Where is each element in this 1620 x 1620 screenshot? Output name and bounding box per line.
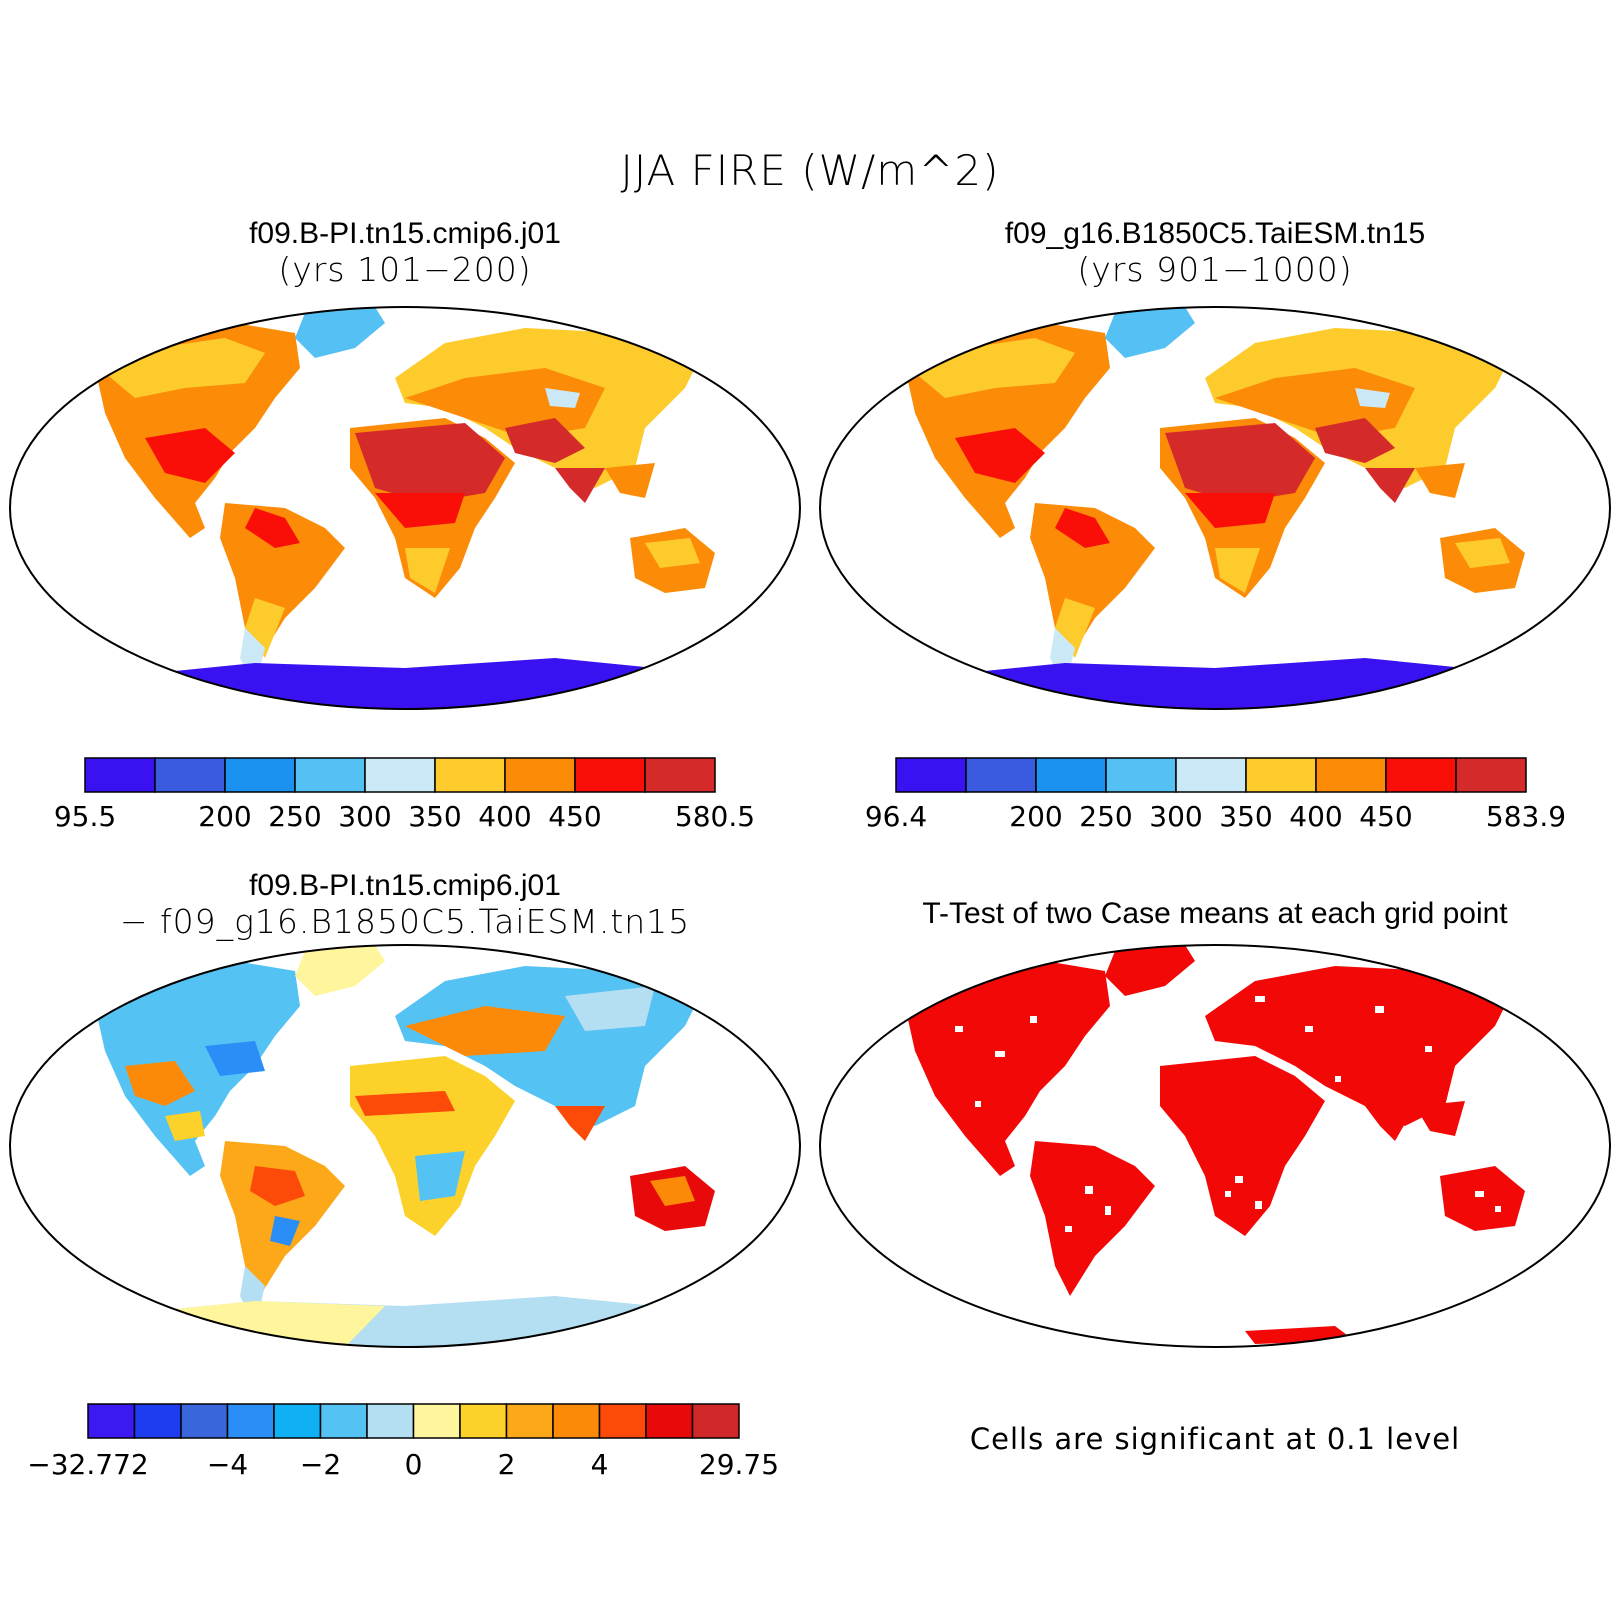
colorbar-label: 350 bbox=[408, 800, 461, 833]
colorbar-label: 96.4 bbox=[865, 800, 927, 833]
significance-note: Cells are significant at 0.1 level bbox=[969, 1422, 1461, 1456]
colorbar-label: 583.9 bbox=[1486, 800, 1566, 833]
panel3-title-line1: f09.B-PI.tn15.cmip6.j01 bbox=[249, 869, 561, 902]
colorbar-label: 250 bbox=[268, 800, 321, 833]
colorbar-box bbox=[180, 1403, 229, 1439]
map-panel4-ttest bbox=[819, 944, 1611, 1348]
colorbar-label: 400 bbox=[1289, 800, 1342, 833]
map-boundary bbox=[9, 306, 801, 710]
colorbar-box bbox=[154, 757, 226, 793]
main-title: JJA FIRE (W/m^2) bbox=[620, 146, 1000, 195]
colorbar-label: −32.772 bbox=[27, 1448, 148, 1481]
colorbar-box bbox=[133, 1403, 182, 1439]
colorbar-box bbox=[691, 1403, 740, 1439]
colorbar-box bbox=[366, 1403, 415, 1439]
colorbar-label: 450 bbox=[548, 800, 601, 833]
colorbar-box bbox=[434, 757, 506, 793]
colorbar-box bbox=[504, 757, 576, 793]
colorbar-box bbox=[294, 757, 366, 793]
colorbar-box bbox=[895, 757, 967, 793]
panel1-title: f09.B-PI.tn15.cmip6.j01 (yrs 101−200) bbox=[10, 216, 800, 288]
colorbar-box bbox=[1105, 757, 1177, 793]
colorbar-panel3: −32.772 −4 −2 0 2 4 29.75 bbox=[27, 1403, 779, 1481]
colorbar-label: 350 bbox=[1219, 800, 1272, 833]
colorbar-box bbox=[1455, 757, 1527, 793]
colorbar-label: 0 bbox=[405, 1448, 423, 1481]
colorbar-panel1: 95.5 200 250 300 350 400 450 580.5 bbox=[54, 757, 755, 833]
colorbar-label: 250 bbox=[1079, 800, 1132, 833]
map-panel3-difference bbox=[9, 944, 801, 1348]
colorbar-label: 400 bbox=[478, 800, 531, 833]
colorbar-box bbox=[644, 757, 716, 793]
antarctica bbox=[10, 658, 800, 709]
colorbar-box bbox=[1245, 757, 1317, 793]
colorbar-box bbox=[1315, 757, 1387, 793]
colorbar-label: 2 bbox=[498, 1448, 516, 1481]
panel3-title: f09.B-PI.tn15.cmip6.j01 − f09_g16.B1850C… bbox=[10, 868, 800, 940]
colorbar-box bbox=[1385, 757, 1457, 793]
panel3-title-line2: − f09_g16.B1850C5.TaiESM.tn15 bbox=[119, 902, 691, 941]
colorbar-panel2: 96.4 200 250 300 350 400 450 583.9 bbox=[865, 757, 1566, 833]
colorbar-label: −2 bbox=[300, 1448, 341, 1481]
colorbar-box bbox=[224, 757, 296, 793]
colorbar-box bbox=[1035, 757, 1107, 793]
colorbar-label: 580.5 bbox=[675, 800, 755, 833]
colorbar-label: 300 bbox=[1149, 800, 1202, 833]
colorbar-box bbox=[598, 1403, 647, 1439]
colorbar-label: 200 bbox=[198, 800, 251, 833]
colorbar-box bbox=[965, 757, 1037, 793]
colorbar-label: 95.5 bbox=[54, 800, 116, 833]
colorbar-box bbox=[87, 1403, 136, 1439]
colorbar-label: 29.75 bbox=[699, 1448, 779, 1481]
map-panel2 bbox=[819, 306, 1611, 710]
panel1-title-line1: f09.B-PI.tn15.cmip6.j01 bbox=[249, 217, 561, 250]
colorbar-label: 4 bbox=[591, 1448, 609, 1481]
colorbar-box bbox=[364, 757, 436, 793]
colorbar-box bbox=[412, 1403, 461, 1439]
panel4-title: T-Test of two Case means at each grid po… bbox=[820, 896, 1610, 932]
colorbar-box bbox=[319, 1403, 368, 1439]
greenland bbox=[295, 307, 385, 358]
colorbar-box bbox=[459, 1403, 508, 1439]
map-panel1 bbox=[9, 306, 801, 710]
panel2-title: f09_g16.B1850C5.TaiESM.tn15 (yrs 901−100… bbox=[820, 216, 1610, 288]
colorbar-box bbox=[226, 1403, 275, 1439]
colorbar-label: 200 bbox=[1009, 800, 1062, 833]
colorbar-box bbox=[1175, 757, 1247, 793]
colorbar-box bbox=[505, 1403, 554, 1439]
panel1-title-line2: (yrs 101−200) bbox=[278, 250, 532, 289]
colorbar-label: 450 bbox=[1359, 800, 1412, 833]
colorbar-box bbox=[273, 1403, 322, 1439]
colorbar-label: 300 bbox=[338, 800, 391, 833]
colorbar-box bbox=[645, 1403, 694, 1439]
colorbar-box bbox=[574, 757, 646, 793]
colorbar-label: −4 bbox=[207, 1448, 248, 1481]
colorbar-box bbox=[84, 757, 156, 793]
panel2-title-line2: (yrs 901−1000) bbox=[1077, 250, 1353, 289]
colorbar-box bbox=[552, 1403, 601, 1439]
panel4-title-line1: T-Test of two Case means at each grid po… bbox=[922, 897, 1508, 930]
panel2-title-line1: f09_g16.B1850C5.TaiESM.tn15 bbox=[1004, 217, 1426, 250]
